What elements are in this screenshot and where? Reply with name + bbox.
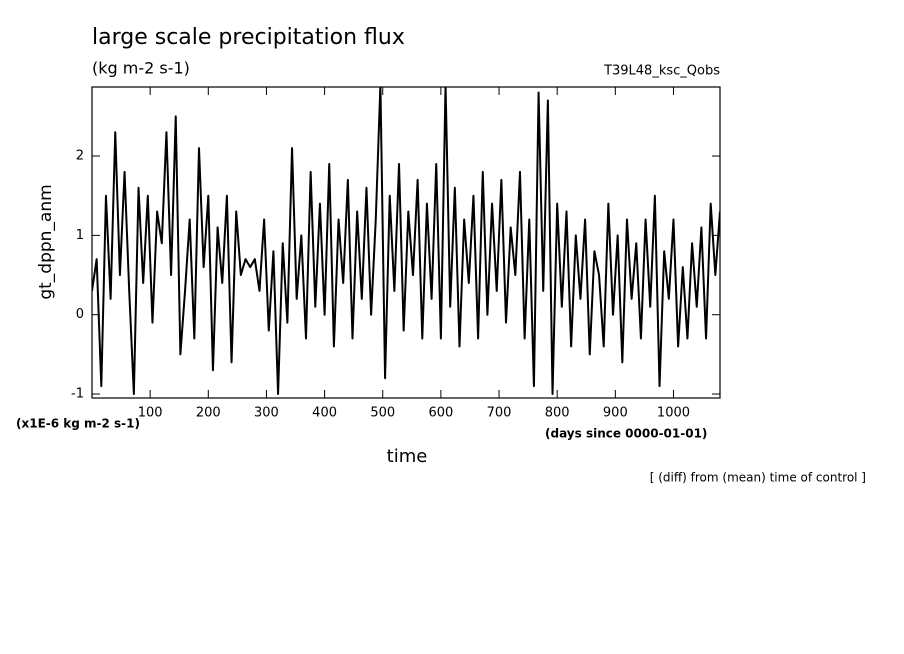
y-tick-label: 1 — [76, 228, 84, 243]
x-tick-label: 600 — [428, 406, 453, 421]
x-tick-label: 800 — [545, 406, 570, 421]
x-tick-label: 1000 — [657, 406, 690, 421]
run-label: T39L48_ksc_Qobs — [603, 64, 720, 79]
x-unit: (days since 0000-01-01) — [545, 427, 707, 441]
y-tick-label: 2 — [76, 149, 84, 164]
plot-frame — [91, 86, 721, 399]
x-tick-label: 900 — [603, 406, 628, 421]
x-tick-label: 300 — [254, 406, 279, 421]
x-tick-label: 700 — [487, 406, 512, 421]
data-line — [92, 87, 720, 396]
annotation: [ (diff) from (mean) time of control ] — [650, 471, 866, 485]
chart-title: large scale precipitation flux — [92, 25, 405, 50]
plot-area — [92, 87, 720, 396]
x-tick-label: 500 — [370, 406, 395, 421]
x-tick-label: 200 — [196, 406, 221, 421]
x-tick-label: 100 — [138, 406, 163, 421]
y-tick-label: 0 — [76, 307, 84, 322]
x-tick-label: 400 — [312, 406, 337, 421]
y-axis-label: gt_dppn_anm — [36, 184, 56, 299]
x-axis-label: time — [387, 446, 428, 467]
y-tick-label: -1 — [71, 387, 84, 402]
y-unit: (x1E-6 kg m-2 s-1) — [16, 417, 140, 431]
chart-subtitle: (kg m-2 s-1) — [92, 59, 190, 78]
